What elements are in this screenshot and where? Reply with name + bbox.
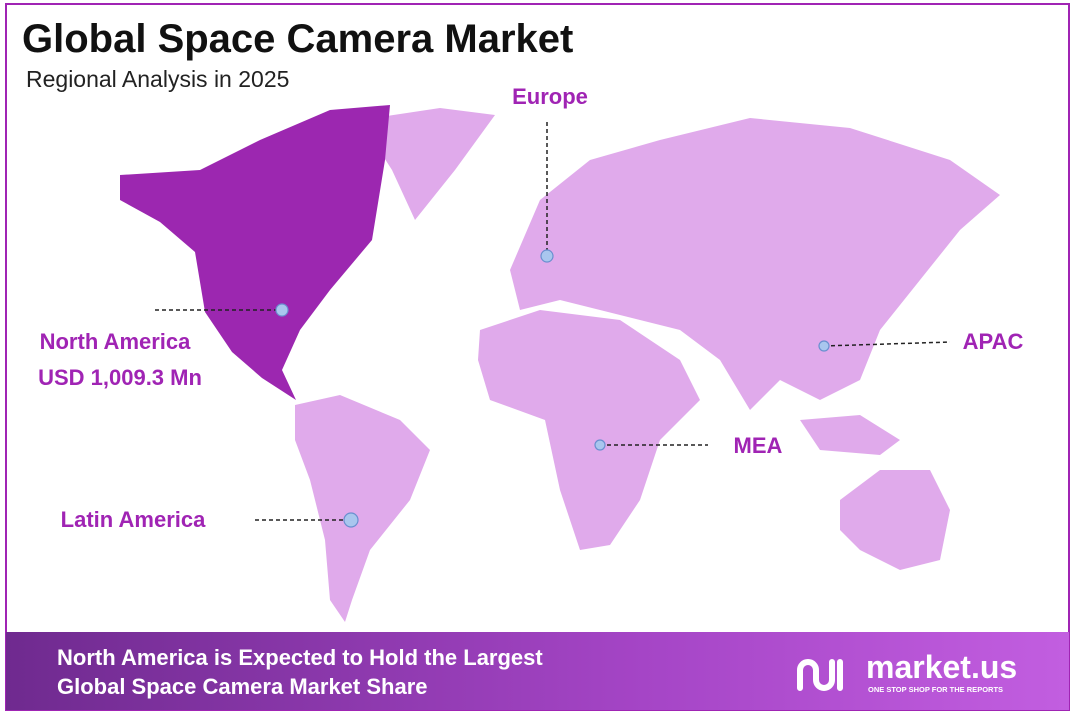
logo-icon (797, 659, 843, 691)
africa (478, 310, 700, 550)
australia (840, 470, 950, 570)
markers (155, 122, 951, 528)
indonesia (800, 415, 900, 455)
region-value: USD 1,009.3 Mn (38, 365, 202, 390)
leader-line (823, 341, 951, 347)
footer-text: Global Space Camera Market Share (57, 674, 428, 699)
region-label: Europe (512, 84, 588, 109)
marker (818, 340, 830, 352)
greenland (360, 108, 495, 220)
region-label: APAC (963, 329, 1024, 354)
north-america (120, 105, 390, 400)
footer-text: North America is Expected to Hold the La… (57, 645, 543, 670)
region-label: North America (40, 329, 192, 354)
marker (275, 303, 289, 317)
marker (343, 512, 359, 528)
south-america (295, 395, 430, 622)
subtitle: Regional Analysis in 2025 (26, 66, 289, 92)
logo: market.us ONE STOP SHOP FOR THE REPORTS (797, 649, 1017, 694)
world-map (120, 105, 1000, 622)
footer-band (6, 632, 1069, 710)
marker (594, 439, 606, 451)
brand: market.us (866, 649, 1017, 685)
region-label: MEA (734, 433, 783, 458)
eurasia (510, 118, 1000, 410)
title: Global Space Camera Market (22, 17, 573, 61)
tagline: ONE STOP SHOP FOR THE REPORTS (868, 685, 1003, 694)
region-label: Latin America (61, 507, 206, 532)
marker (540, 249, 554, 263)
